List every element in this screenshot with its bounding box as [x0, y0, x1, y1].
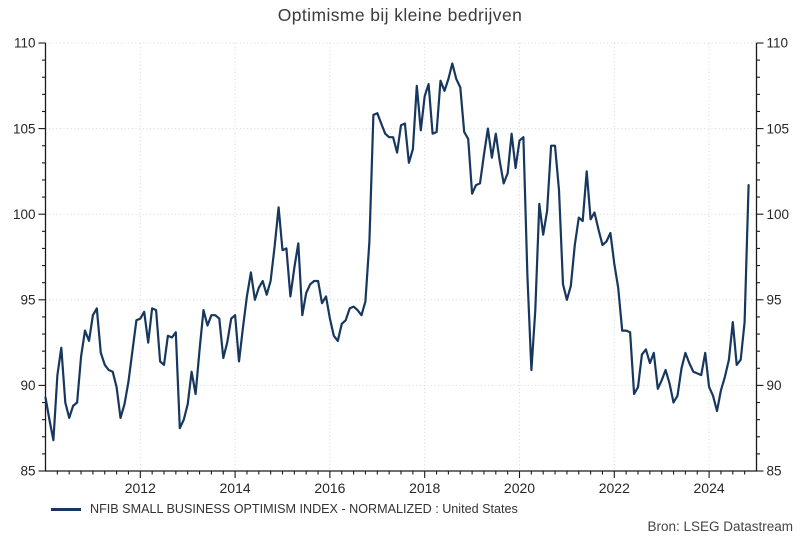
legend: NFIB SMALL BUSINESS OPTIMISM INDEX - NOR… [51, 502, 518, 516]
y-tick-label-right: 105 [767, 121, 790, 136]
x-tick-label: 2018 [409, 480, 440, 496]
y-tick-label-right: 90 [767, 378, 782, 393]
y-tick-label-right: 95 [767, 293, 782, 308]
legend-line-swatch [51, 507, 81, 511]
legend-series-label: NFIB SMALL BUSINESS OPTIMISM INDEX - NOR… [90, 502, 518, 516]
series-line [44, 62, 750, 442]
x-tick-label: 2024 [694, 480, 725, 496]
x-tick-label: 2022 [599, 480, 630, 496]
y-tick-label-right: 110 [767, 36, 789, 51]
y-tick-label-left: 105 [13, 121, 36, 136]
axis-layer [38, 42, 764, 478]
y-tick-label-left: 110 [14, 36, 36, 51]
y-tick-label-right: 100 [767, 207, 790, 222]
grid-layer [45, 42, 757, 471]
x-tick-label: 2012 [125, 480, 156, 496]
y-tick-label-left: 100 [13, 207, 36, 222]
x-tick-label: 2014 [220, 480, 251, 496]
x-tick-label: 2016 [314, 480, 345, 496]
source-credit: Bron: LSEG Datastream [647, 519, 793, 534]
y-tick-label-right: 85 [767, 464, 782, 479]
axis-labels: 85 85 90 90 95 95 100 100 105 105 110 110 2012 2014 20… [13, 36, 789, 496]
x-tick-label: 2020 [504, 480, 535, 496]
y-tick-label-left: 90 [20, 378, 35, 393]
chart-title: Optimisme bij kleine bedrijven [277, 5, 523, 25]
y-tick-label-left: 95 [20, 293, 35, 308]
y-tick-label-left: 85 [20, 464, 35, 479]
